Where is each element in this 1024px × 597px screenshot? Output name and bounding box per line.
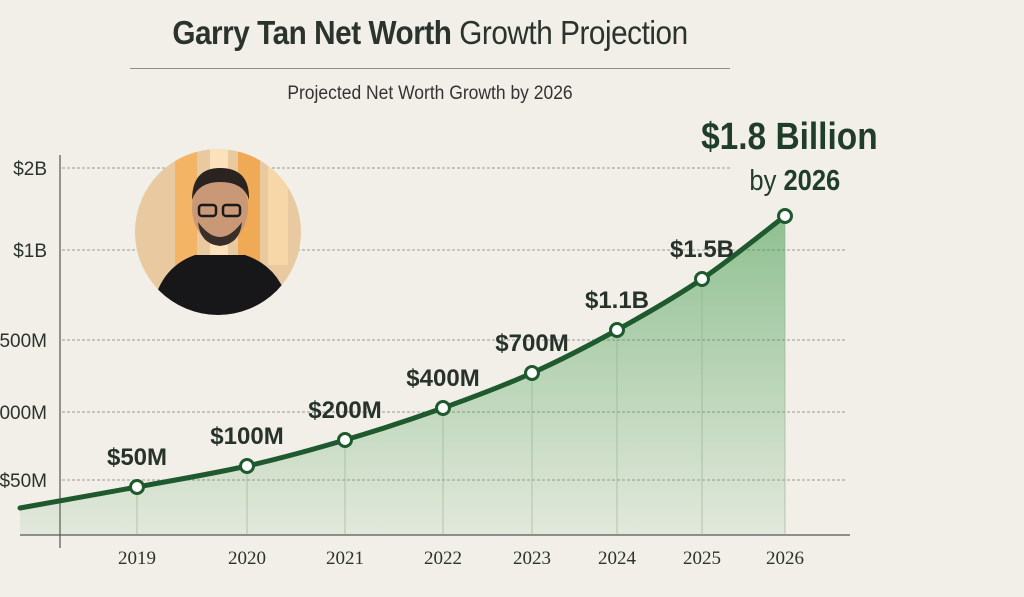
x-tick-label: 2022 xyxy=(424,548,462,569)
data-point xyxy=(129,479,145,495)
data-label: $200M xyxy=(308,397,381,424)
y-tick-label: 000M xyxy=(0,403,47,424)
title-divider xyxy=(130,68,730,69)
data-point xyxy=(435,400,451,416)
data-label: $700M xyxy=(495,330,568,357)
x-tick-label: 2021 xyxy=(326,548,364,569)
y-tick-label: $50M xyxy=(0,471,47,492)
x-tick-label: 2023 xyxy=(513,548,551,569)
data-point xyxy=(694,271,710,287)
chart-title: Garry Tan Net Worth Growth Projection xyxy=(43,14,817,52)
area-fill xyxy=(20,216,785,535)
avatar xyxy=(135,149,301,315)
x-tick-label: 2020 xyxy=(228,548,266,569)
x-tick-label: 2024 xyxy=(598,548,637,569)
title-bold: Garry Tan Net Worth xyxy=(172,14,452,51)
y-tick-label: $1B xyxy=(13,241,47,262)
y-tick-label: 500M xyxy=(0,331,47,352)
data-label: $400M xyxy=(406,365,479,392)
headline-prefix: by xyxy=(749,165,777,197)
data-label: $50M xyxy=(107,444,167,471)
data-point xyxy=(777,208,793,224)
data-point xyxy=(239,458,255,474)
data-label: $1.1B xyxy=(585,287,649,314)
data-label: $1.5B xyxy=(670,236,734,263)
headline-year-value: 2026 xyxy=(783,165,840,197)
headline-value: $1.8 Billion xyxy=(701,116,878,158)
title-light: Growth Projection xyxy=(459,14,688,51)
x-tick-label: 2026 xyxy=(766,548,804,569)
headline-year: by 2026 xyxy=(749,165,840,198)
data-label: $100M xyxy=(210,423,283,450)
data-point xyxy=(609,322,625,338)
y-tick-label: $2B xyxy=(13,159,47,180)
data-point xyxy=(337,432,353,448)
x-tick-label: 2025 xyxy=(683,548,721,569)
chart-subtitle: Projected Net Worth Growth by 2026 xyxy=(287,83,573,104)
x-tick-label: 2019 xyxy=(118,548,156,569)
data-point xyxy=(524,365,540,381)
